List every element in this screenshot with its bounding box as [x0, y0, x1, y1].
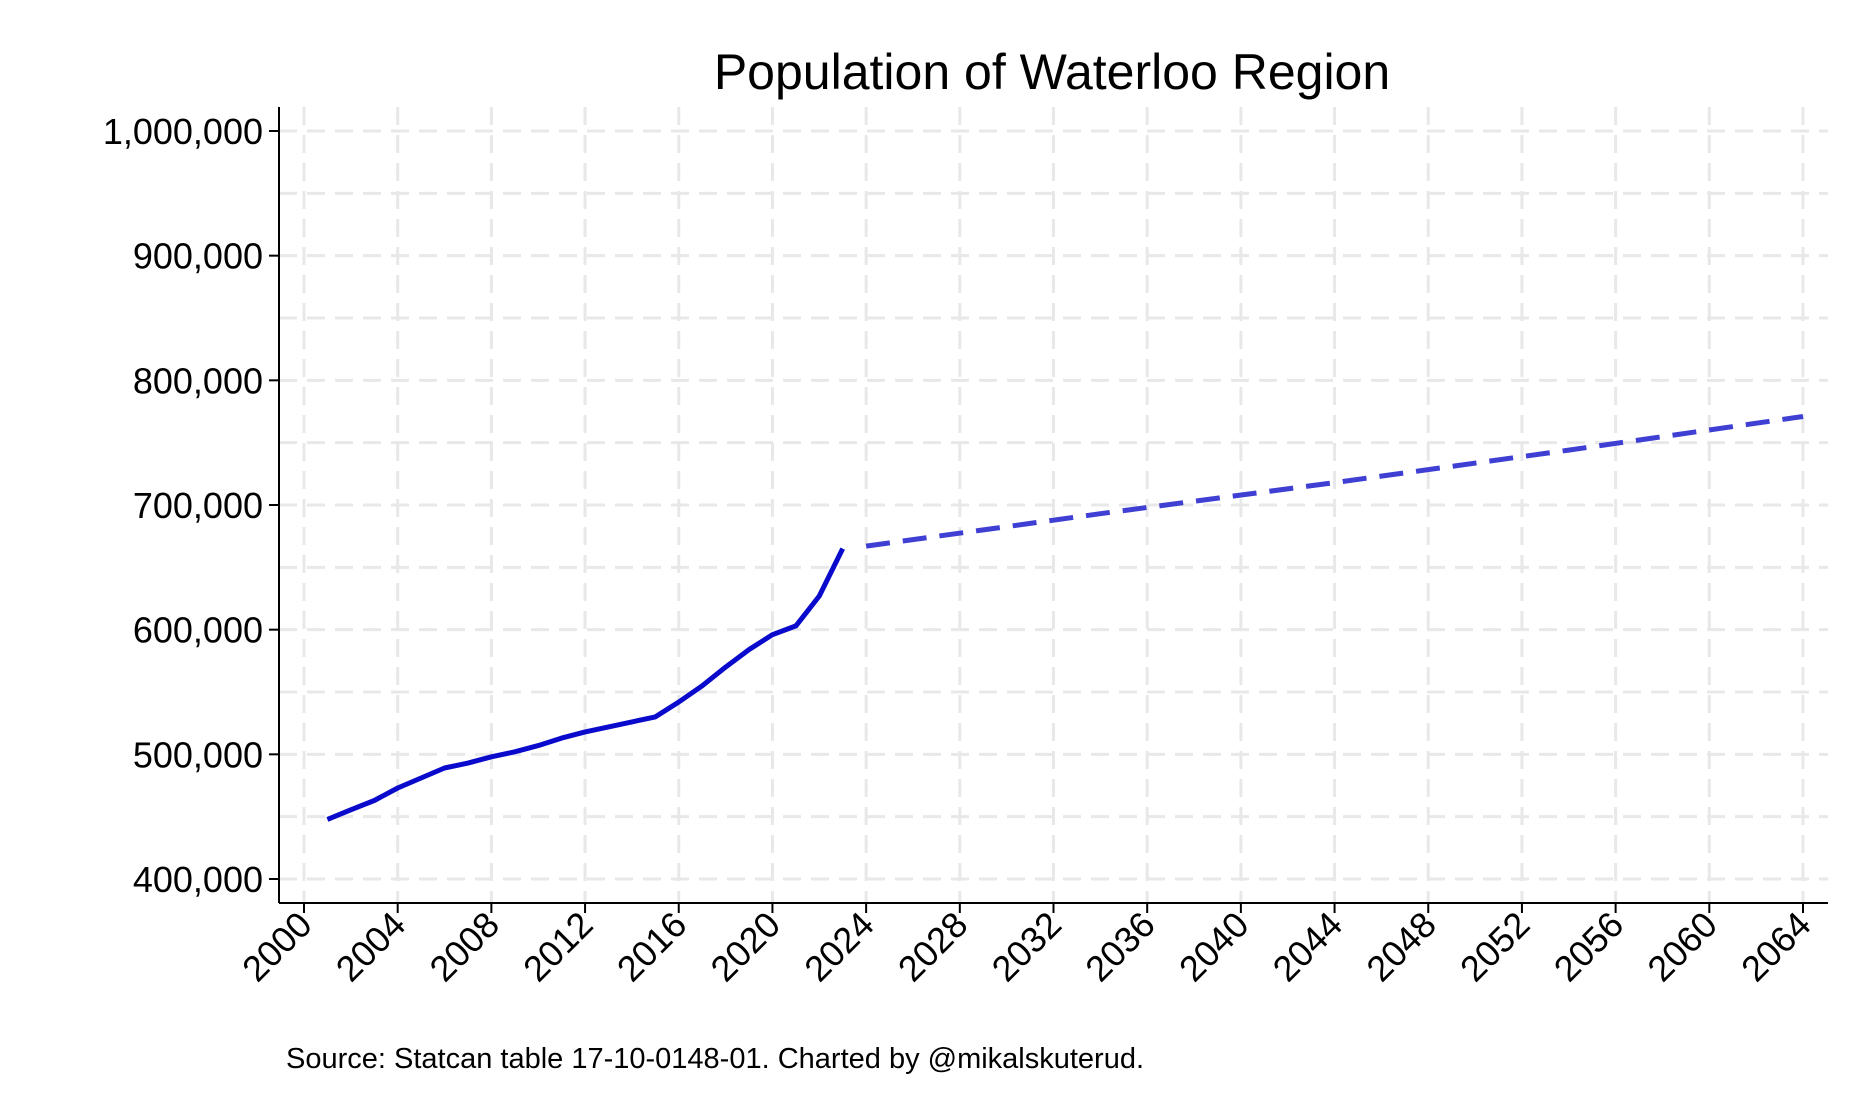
x-tick-label: 2044 [1265, 904, 1351, 990]
x-tick-label: 2056 [1546, 904, 1632, 990]
x-tick-label: 2036 [1077, 904, 1163, 990]
y-axis-ticks: 400,000 500,000 600,000 700,000 800,000 900,0… [103, 111, 279, 900]
x-axis-ticks: 2000 2004 2008 2012 2016 2020 2024 2028 2032 2036… [234, 903, 1819, 989]
x-tick-label: 2008 [421, 904, 507, 990]
y-tick-label: 800,000 [133, 360, 263, 401]
y-tick-label: 500,000 [133, 734, 263, 775]
x-tick-label: 2032 [984, 904, 1070, 990]
x-tick-label: 2048 [1358, 904, 1444, 990]
gridlines [279, 107, 1828, 903]
y-tick-label: 400,000 [133, 859, 263, 900]
x-tick-label: 2052 [1452, 904, 1538, 990]
x-tick-label: 2064 [1733, 904, 1819, 990]
x-tick-label: 2024 [796, 904, 882, 990]
x-tick-label: 2020 [702, 904, 788, 990]
x-tick-label: 2028 [890, 904, 976, 990]
x-tick-label: 2040 [1171, 904, 1257, 990]
x-tick-label: 2012 [515, 904, 601, 990]
source-note: Source: Statcan table 17-10-0148-01. Cha… [286, 1043, 1144, 1075]
x-tick-label: 2000 [234, 904, 320, 990]
x-tick-label: 2004 [328, 904, 414, 990]
y-tick-label: 600,000 [133, 610, 263, 651]
series-line-dashed [865, 414, 1804, 549]
y-tick-label: 1,000,000 [103, 111, 263, 152]
y-tick-label: 700,000 [133, 485, 263, 526]
x-tick-label: 2016 [609, 904, 695, 990]
series-lines [326, 414, 1804, 822]
y-tick-label: 900,000 [133, 236, 263, 277]
x-tick-label: 2060 [1639, 904, 1725, 990]
chart-title: Population of Waterloo Region [714, 44, 1390, 100]
